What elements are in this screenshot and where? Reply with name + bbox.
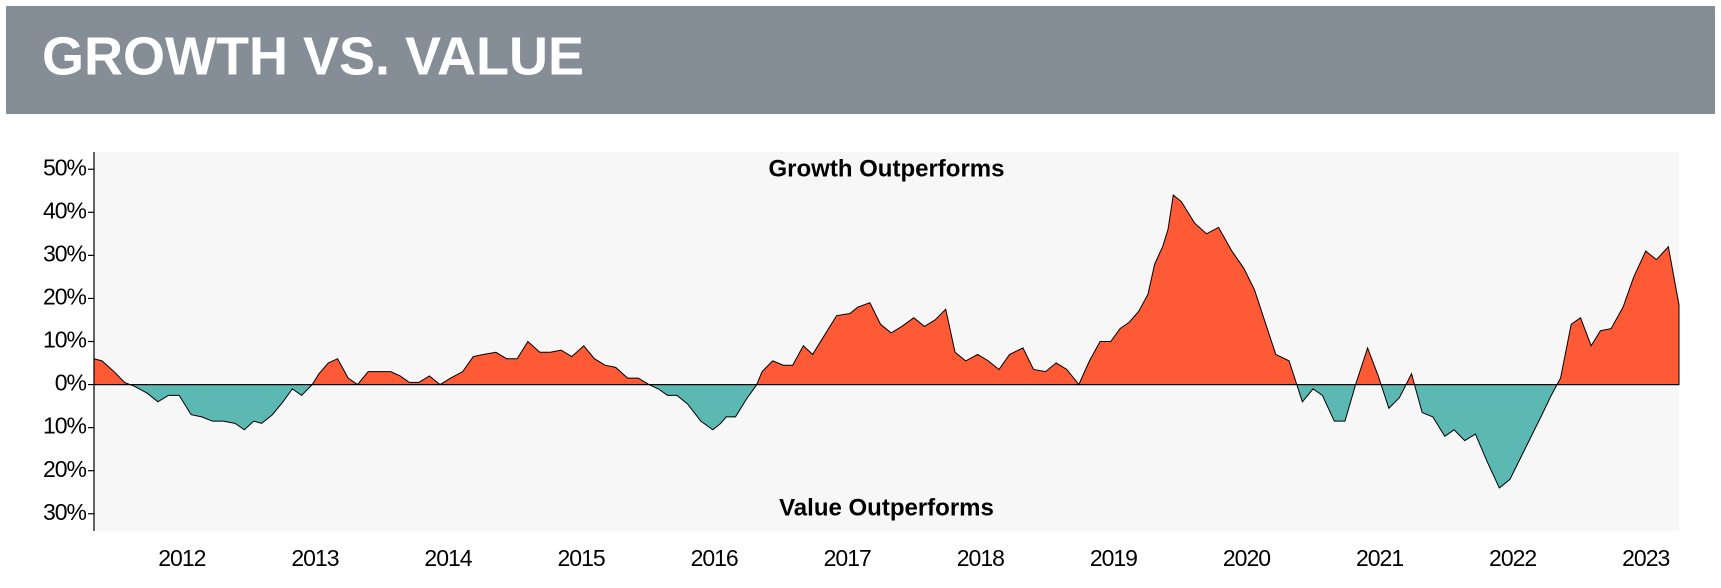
- x-tick-label: 2022: [1489, 545, 1536, 571]
- x-tick-label: 2019: [1090, 545, 1137, 571]
- header-band: [6, 6, 1715, 114]
- x-tick-label: 2017: [824, 545, 871, 571]
- area: [93, 194, 1680, 489]
- annotation: Value Outperforms: [779, 494, 994, 521]
- x-tick-label: 2014: [424, 545, 472, 571]
- chart-title: GROWTH VS. VALUE: [42, 26, 584, 86]
- x-tick-label: 2013: [291, 545, 338, 571]
- x-tick-label: 2012: [158, 545, 205, 571]
- y-tick-label: 40%: [43, 197, 87, 223]
- x-tick-label: 2023: [1622, 545, 1669, 571]
- y-tick-label: 10%: [43, 413, 87, 439]
- y-tick-label: 30%: [43, 499, 87, 525]
- x-tick-label: 2020: [1223, 545, 1270, 571]
- x-tick-label: 2021: [1356, 545, 1403, 571]
- annotation: Growth Outperforms: [768, 155, 1004, 182]
- x-tick-label: 2018: [957, 545, 1004, 571]
- y-tick-label: 20%: [43, 284, 87, 310]
- y-tick-label: 20%: [43, 456, 87, 482]
- x-tick-label: 2016: [691, 545, 738, 571]
- y-tick-label: 30%: [43, 240, 87, 266]
- x-tick-label: 2015: [557, 545, 604, 571]
- y-tick-label: 10%: [43, 327, 87, 353]
- y-tick-label: 50%: [43, 154, 87, 180]
- y-tick-label: 0%: [55, 370, 87, 396]
